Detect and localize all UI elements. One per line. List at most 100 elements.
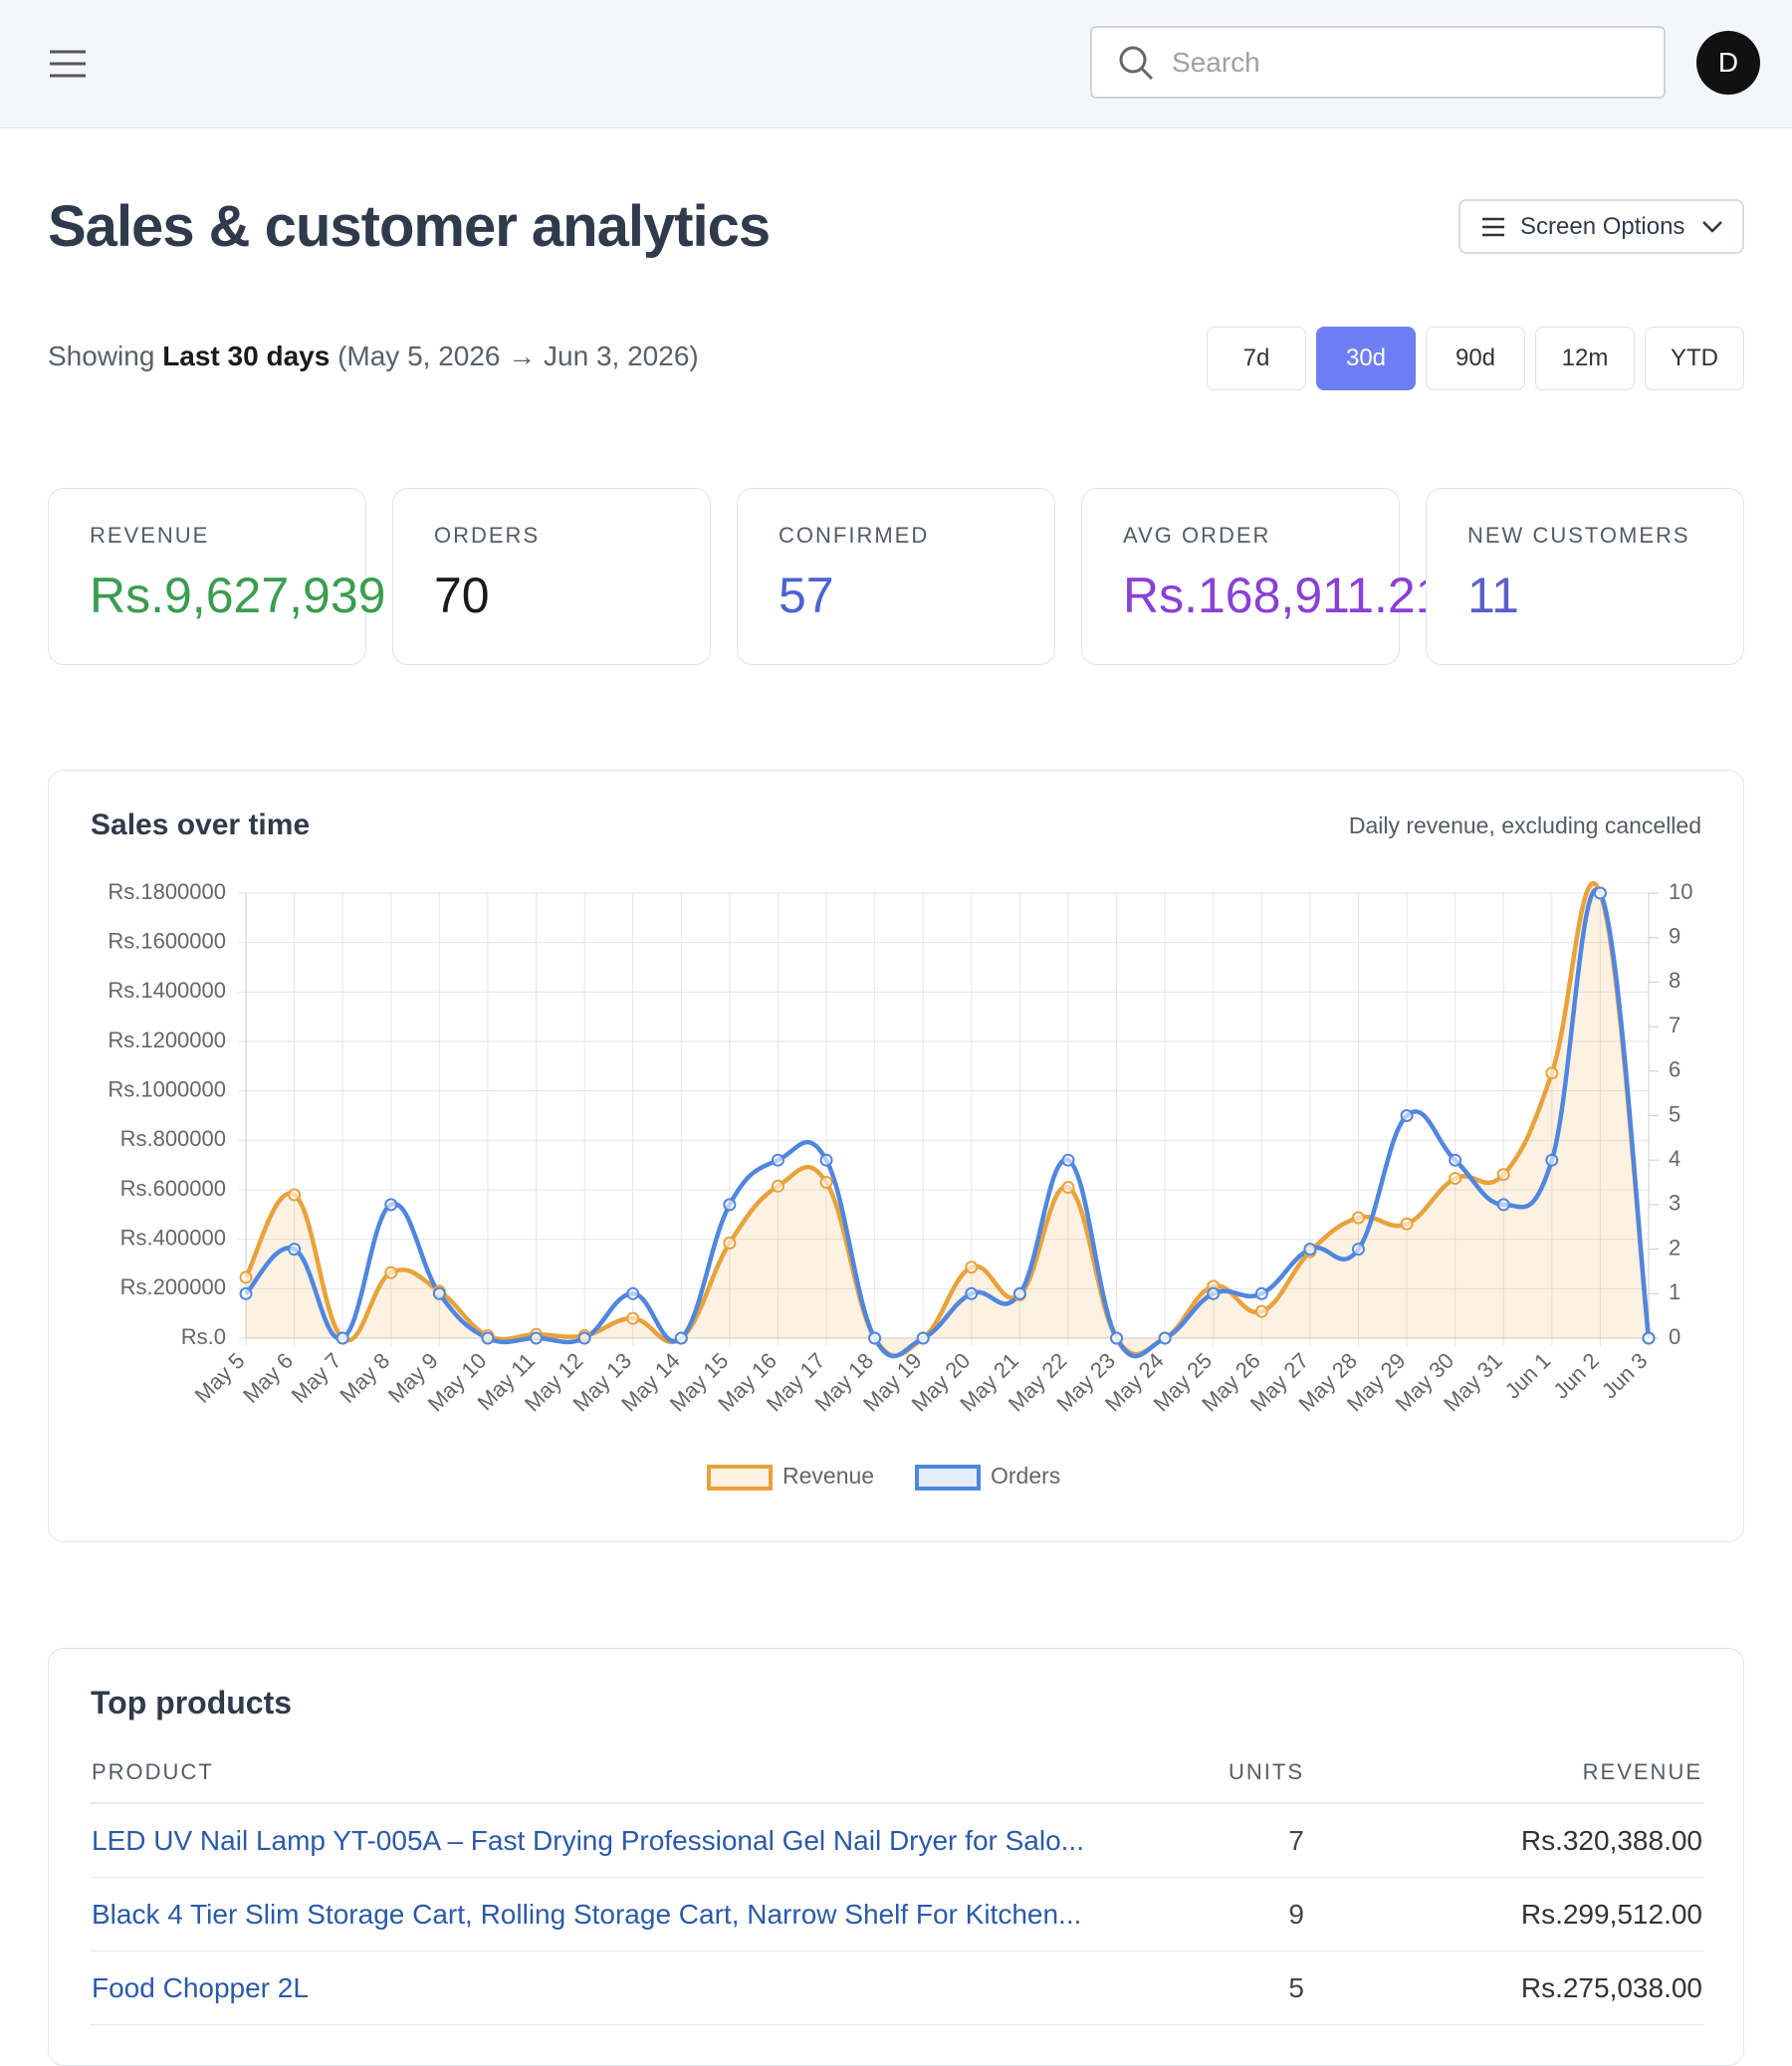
table-cell: Rs.320,388.00 [1305,1803,1703,1878]
avatar[interactable]: D [1696,31,1760,95]
y2-tick-label: 9 [1669,924,1680,949]
point [1351,1243,1365,1257]
table-cell: 5 [1138,1951,1305,2025]
table-cell: Rs.275,038.00 [1305,1951,1703,2025]
y-tick-label: Rs.0 [181,1324,226,1349]
screen-options-button[interactable]: Screen Options [1458,199,1744,254]
x-tick-label: May 7 [287,1348,346,1408]
kpi-card: NEW CUSTOMERS 11 [1426,488,1744,665]
search-box[interactable]: Search [1090,26,1666,99]
table-row: Black 4 Tier Slim Storage Cart, Rolling … [91,1877,1703,1951]
kpi-label: ORDERS [434,523,541,548]
y2-tick-label: 0 [1669,1324,1680,1349]
point [1449,1172,1462,1186]
point [384,1198,398,1212]
point [723,1198,737,1212]
range-button[interactable]: YTD [1645,327,1744,390]
y2-tick-label: 1 [1669,1279,1680,1304]
kpi-value: Rs.168,911.21 [1123,568,1444,623]
y-tick-label: Rs.600000 [120,1176,226,1201]
products-table: PRODUCT UNITS REVENUE LED UV Nail Lamp YT-0… [91,1742,1703,2025]
point [1400,1109,1414,1122]
y-tick-label: Rs.1000000 [108,1076,226,1101]
product-link[interactable]: Food Chopper 2L [91,1951,1138,2025]
kpi-value: 57 [779,568,834,623]
table-cell: 7 [1138,1803,1305,1878]
y2-tick-label: 6 [1669,1057,1680,1082]
point [1496,1198,1510,1212]
point [819,1176,833,1190]
point [530,1331,544,1345]
showing-prefix: Showing [48,341,155,371]
point [965,1286,979,1300]
column-header: PRODUCT [91,1742,1138,1804]
point [868,1331,882,1345]
product-link[interactable]: Black 4 Tier Slim Storage Cart, Rolling … [91,1877,1138,1951]
y2-tick-label: 10 [1669,879,1692,904]
kpi-value: 70 [434,568,490,623]
range-button[interactable]: 7d [1207,327,1306,390]
point [1207,1286,1221,1300]
y2-tick-label: 3 [1669,1191,1680,1216]
x-tick-label: May 6 [238,1348,298,1408]
point [771,1179,784,1193]
column-header: UNITS [1138,1742,1305,1804]
point [819,1153,833,1167]
menu-button[interactable] [48,48,88,80]
legend-swatch[interactable] [707,1465,773,1491]
point [384,1265,398,1279]
point [239,1286,253,1300]
line [244,881,1652,1358]
x-tick-label: Jun 1 [1500,1348,1556,1404]
point [626,1286,640,1300]
point [626,1311,640,1325]
point [288,1188,302,1202]
page-title: Sales & customer analytics [48,194,771,259]
y-tick-label: Rs.800000 [120,1126,226,1151]
range-button[interactable]: 90d [1426,327,1525,390]
point [1061,1181,1075,1195]
point [1496,1168,1510,1182]
point [674,1331,688,1345]
range-buttons: 7d 30d 90d 12m YTD [1207,327,1744,390]
search-icon [1119,46,1154,81]
y2-tick-label: 2 [1669,1235,1680,1260]
point [481,1331,495,1345]
screen-options-label: Screen Options [1520,213,1685,240]
point [1110,1331,1124,1345]
chart-title: Sales over time [91,808,311,841]
kpi-label: REVENUE [90,523,210,548]
table-row: Food Chopper 2L 5 Rs.275,038.00 [91,1951,1703,2025]
point [1303,1243,1317,1257]
point [1254,1304,1268,1318]
point [1642,1331,1656,1345]
column-header: REVENUE [1305,1742,1703,1804]
y2-tick-label: 8 [1669,968,1680,993]
point [577,1331,591,1345]
point [432,1286,446,1300]
legend-label[interactable]: Revenue [783,1463,874,1489]
range-button[interactable]: 12m [1535,327,1635,390]
point [723,1236,737,1250]
point [1400,1217,1414,1231]
table-cell: Rs.299,512.00 [1305,1877,1703,1951]
y-tick-label: Rs.1400000 [108,978,226,1003]
point [288,1243,302,1257]
point [239,1270,253,1284]
table-row: LED UV Nail Lamp YT-005A – Fast Drying P… [91,1803,1703,1878]
kpi-card: CONFIRMED 57 [737,488,1055,665]
product-link[interactable]: LED UV Nail Lamp YT-005A – Fast Drying P… [91,1803,1138,1878]
area [246,883,1649,1356]
legend-swatch[interactable] [915,1465,981,1491]
y-tick-label: Rs.1200000 [108,1028,226,1052]
kpi-card: AVG ORDER Rs.168,911.21 [1081,488,1444,665]
legend-label[interactable]: Orders [991,1463,1060,1489]
kpi-label: NEW CUSTOMERS [1467,523,1690,548]
point [336,1331,349,1345]
range-button[interactable]: 30d [1316,327,1416,390]
table-body: LED UV Nail Lamp YT-005A – Fast Drying P… [91,1803,1703,2025]
options-icon [1482,217,1504,237]
y-tick-label: Rs.1800000 [108,879,226,904]
point [771,1153,784,1167]
